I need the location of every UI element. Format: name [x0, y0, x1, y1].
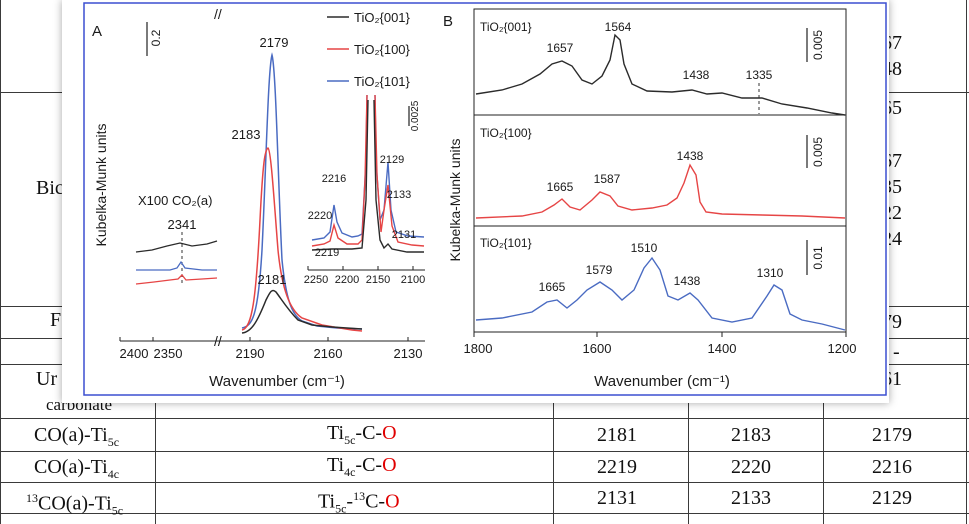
trace-b-100 — [475, 163, 846, 219]
row-label-fragment: Ur — [36, 368, 58, 390]
main-trace-101 — [241, 52, 363, 330]
peak-label: 1310 — [757, 266, 784, 280]
peak-label: 1438 — [683, 68, 710, 82]
table-col-divider — [553, 400, 554, 524]
value-cell: 2181 — [597, 424, 637, 446]
peak-label: 1510 — [631, 241, 658, 255]
value-cell: 2219 — [597, 456, 637, 478]
peak-label: 1438 — [677, 149, 704, 163]
subpanel-frame-101 — [473, 225, 847, 333]
peak-label: 2129 — [380, 154, 404, 166]
panel-a-xtick-label: 2350 — [154, 346, 183, 361]
axis-break-mark: // — [214, 333, 222, 349]
panel-b-xtick-label: 1200 — [828, 341, 857, 356]
main-trace-100 — [241, 147, 363, 332]
panel-b-label: B — [443, 13, 453, 30]
peak-label: 2219 — [315, 247, 339, 259]
species-cell: CO(a)-Ti5c — [34, 424, 120, 449]
panel-b-xlabel: Wavenumber (cm⁻¹) — [594, 373, 730, 390]
subpanel-scale-label: 0.005 — [811, 137, 825, 167]
panel-a-xlabel: Wavenumber (cm⁻¹) — [209, 373, 345, 390]
table-row-divider — [0, 451, 969, 452]
co2-trace-101 — [136, 260, 217, 271]
panel-a-label: A — [92, 23, 102, 40]
legend-entry: TiO₂{100} — [354, 42, 411, 57]
row-label-fragment: Bic — [36, 177, 64, 199]
peak-label: 1587 — [594, 172, 621, 186]
peak-label: 1665 — [539, 280, 566, 294]
table-row-divider — [0, 418, 969, 419]
subpanel-scale-label: 0.01 — [811, 246, 825, 270]
legend-entry: TiO₂{101} — [354, 74, 411, 89]
panel-a-xtick-label: 2160 — [314, 346, 343, 361]
peak-label: 1665 — [547, 180, 574, 194]
structure-cell: Ti4c-C-O — [327, 454, 397, 479]
structure-cell: Ti5c-C-O — [327, 422, 397, 447]
value-cell: 2129 — [872, 487, 912, 509]
inset-xtick-label: 2200 — [335, 274, 359, 286]
co2-trace-001 — [135, 240, 218, 253]
table-row-divider — [0, 513, 969, 514]
panel-a-xtick-label: 2190 — [236, 346, 265, 361]
table-row-divider — [0, 482, 969, 483]
inset-trace-100 — [311, 94, 425, 247]
panel-a-xtick-label: 2130 — [394, 346, 423, 361]
panel-a-xtick-label: 2400 — [120, 346, 149, 361]
table-col-divider — [688, 400, 689, 524]
peak-label: 2179 — [260, 35, 289, 50]
co2-note: X100 CO₂(a) — [138, 193, 212, 208]
subpanel-title: TiO₂{001} — [480, 20, 532, 34]
peak-label: 1564 — [605, 20, 632, 34]
subpanel-title: TiO₂{100} — [480, 126, 532, 140]
peak-label: 1438 — [674, 274, 701, 288]
panel-a-ylabel: Kubelka-Munk units — [93, 124, 109, 247]
trace-b-101 — [475, 256, 846, 331]
legend-entry: TiO₂{001} — [354, 10, 411, 25]
panel-a-scale-label: 0.2 — [149, 29, 163, 46]
trace-b-001 — [475, 33, 846, 116]
panel-b-xtick-label: 1800 — [464, 341, 493, 356]
inset-xtick-label: 2100 — [401, 274, 425, 286]
inset-trace-001 — [311, 99, 424, 253]
subpanel-title: TiO₂{101} — [480, 236, 532, 250]
panel-b-xtick-label: 1600 — [583, 341, 612, 356]
main-trace-001 — [241, 289, 363, 334]
value-cell: 2220 — [731, 456, 771, 478]
panel-b-xtick-label: 1400 — [708, 341, 737, 356]
peak-label: 2341 — [168, 217, 197, 232]
table-border-right — [966, 0, 967, 524]
peak-label: 2183 — [232, 127, 261, 142]
ir-spectra-figure: A Kubelka-Munk units Wavenumber (cm⁻¹) /… — [62, 0, 889, 403]
inset-scale-label: 0.0025 — [410, 100, 421, 131]
value-cell: 2133 — [731, 487, 771, 509]
table-border-left — [0, 0, 1, 524]
peak-label: 1657 — [547, 41, 574, 55]
peak-label: 1579 — [586, 263, 613, 277]
value-cell: 2216 — [872, 456, 912, 478]
inset-xtick-label: 2250 — [304, 274, 328, 286]
value-cell: 2183 — [731, 424, 771, 446]
subpanel-scale-label: 0.005 — [811, 30, 825, 60]
species-cell: CO(a)-Ti4c — [34, 456, 120, 481]
peak-label: 2131 — [392, 229, 416, 241]
species-cell: 13CO(a)-Ti5c — [26, 491, 124, 518]
inset-xtick-label: 2150 — [366, 274, 390, 286]
peak-label: 1335 — [746, 68, 773, 82]
panel-b-ylabel: Kubelka-Munk units — [447, 139, 463, 262]
co2-trace-100 — [135, 274, 218, 285]
value-fragment: - — [893, 341, 900, 363]
value-cell: 2131 — [597, 487, 637, 509]
peak-label: 2133 — [387, 189, 411, 201]
figure-svg: A Kubelka-Munk units Wavenumber (cm⁻¹) /… — [83, 2, 887, 396]
peak-label: 2216 — [322, 173, 346, 185]
structure-cell: Ti5c-13C-O — [318, 489, 400, 516]
figure-frame — [83, 2, 887, 396]
peak-label: 2220 — [308, 210, 332, 222]
value-cell: 2179 — [872, 424, 912, 446]
axis-break-mark: // — [214, 6, 222, 22]
row-label-fragment: F — [50, 309, 62, 331]
peak-label: 2181 — [258, 272, 287, 287]
